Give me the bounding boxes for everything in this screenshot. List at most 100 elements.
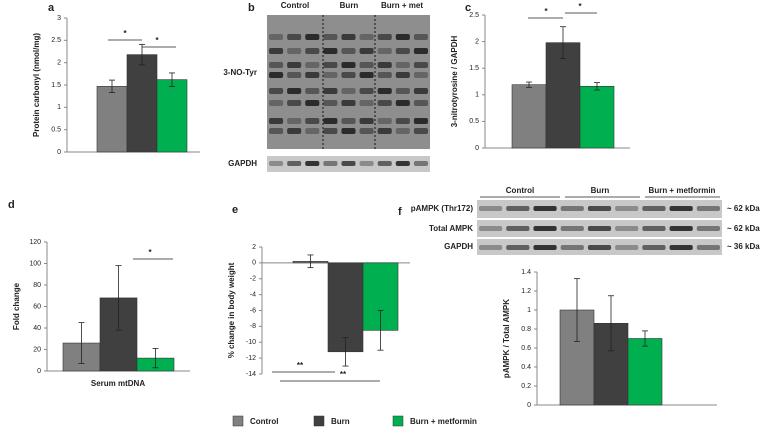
blot-band bbox=[560, 206, 584, 211]
y-tick-label: 0 bbox=[37, 368, 41, 375]
y-tick-label: -10 bbox=[246, 339, 256, 346]
blot-band bbox=[506, 206, 530, 211]
size-label: ~ 62 kDa bbox=[727, 204, 760, 213]
blot-band bbox=[560, 226, 584, 231]
blot-band bbox=[377, 48, 392, 54]
blot-band bbox=[587, 206, 612, 211]
blot-band bbox=[377, 62, 392, 68]
blot-band bbox=[305, 88, 320, 94]
y-axis-label: % change in body weight bbox=[227, 262, 236, 358]
size-label: ~ 36 kDa bbox=[727, 242, 760, 251]
blot-band bbox=[506, 226, 530, 231]
blot-band bbox=[377, 100, 392, 106]
panel-letter: b bbox=[248, 2, 255, 14]
significance-mark: * bbox=[123, 29, 127, 38]
blot-band bbox=[359, 161, 374, 166]
blot-band bbox=[533, 245, 557, 250]
blot-band bbox=[615, 245, 639, 250]
blot-band bbox=[323, 34, 338, 40]
blot-band bbox=[341, 161, 356, 166]
blot-band bbox=[305, 161, 320, 166]
lane-group: Control bbox=[506, 186, 534, 195]
blot-band bbox=[560, 245, 584, 250]
blot-band bbox=[669, 226, 693, 231]
blot-band bbox=[359, 72, 374, 78]
row-label: GAPDH bbox=[228, 159, 257, 168]
blot-band bbox=[341, 72, 356, 78]
y-tick-label: 20 bbox=[33, 346, 41, 353]
blot-band bbox=[413, 88, 428, 94]
blot-band bbox=[377, 128, 392, 134]
bar bbox=[579, 85, 615, 149]
blot-band bbox=[479, 245, 503, 250]
blot-band bbox=[615, 226, 639, 231]
blot-band bbox=[696, 206, 720, 211]
blot-band bbox=[269, 118, 284, 124]
lane-group: Burn bbox=[591, 186, 610, 195]
blot-band bbox=[287, 34, 302, 40]
blot-band bbox=[305, 62, 320, 68]
blot-band bbox=[587, 226, 612, 231]
y-tick-label: 0.8 bbox=[521, 326, 531, 333]
bar bbox=[545, 42, 581, 149]
y-tick-label: 0.6 bbox=[521, 345, 531, 352]
y-tick-label: 0.4 bbox=[521, 364, 531, 371]
blot-band bbox=[341, 62, 356, 68]
row-label: Total AMPK bbox=[429, 224, 473, 233]
blot-band bbox=[395, 62, 410, 68]
y-tick-label: 2.5 bbox=[51, 37, 61, 44]
y-tick-label: 3 bbox=[57, 15, 61, 22]
blot-band bbox=[287, 161, 302, 166]
y-tick-label: 40 bbox=[33, 325, 41, 332]
blot-band bbox=[305, 72, 320, 78]
y-tick-label: 0.5 bbox=[469, 118, 479, 125]
blot-band bbox=[413, 34, 428, 40]
bar bbox=[156, 79, 188, 153]
y-tick-label: 1.5 bbox=[469, 65, 479, 72]
row-label: pAMPK (Thr172) bbox=[411, 204, 474, 213]
blot-band bbox=[479, 226, 503, 231]
blot-band bbox=[269, 161, 284, 166]
y-tick-label: 0 bbox=[527, 402, 531, 409]
blot-band bbox=[377, 72, 392, 78]
y-tick-label: 1.5 bbox=[51, 82, 61, 89]
panel-letter: c bbox=[465, 2, 471, 14]
blot-band bbox=[359, 118, 374, 124]
significance-mark: * bbox=[155, 36, 159, 45]
y-tick-label: -6 bbox=[250, 307, 256, 314]
y-tick-label: 2 bbox=[252, 244, 256, 251]
legend-label: Control bbox=[250, 417, 278, 426]
blot-band bbox=[269, 128, 284, 134]
blot-band bbox=[413, 48, 428, 54]
blot-band bbox=[696, 226, 720, 231]
y-tick-label: -14 bbox=[246, 371, 256, 378]
blot-band bbox=[323, 88, 338, 94]
blot-band bbox=[413, 118, 428, 124]
panel-letter: a bbox=[48, 2, 55, 14]
bar bbox=[96, 86, 128, 153]
y-tick-label: 0 bbox=[252, 260, 256, 267]
blot-band bbox=[642, 245, 666, 250]
y-axis-label: pAMPK / Total AMPK bbox=[502, 299, 511, 378]
legend-swatch bbox=[392, 415, 404, 427]
legend-label: Burn + metformin bbox=[410, 417, 477, 426]
blot-band bbox=[377, 118, 392, 124]
lane-group: Burn + met bbox=[381, 1, 423, 10]
y-axis-label: Protein carbonyl (nmol/mg) bbox=[32, 33, 41, 137]
blot-band bbox=[287, 88, 302, 94]
y-tick-label: 0.5 bbox=[51, 127, 61, 134]
y-tick-label: 2 bbox=[475, 38, 479, 45]
blot-band bbox=[642, 206, 666, 211]
blot-band bbox=[305, 118, 320, 124]
blot-band bbox=[341, 128, 356, 134]
blot-band bbox=[359, 88, 374, 94]
blot-band bbox=[287, 72, 302, 78]
blot-band bbox=[395, 161, 410, 166]
legend-swatch bbox=[313, 415, 325, 427]
blot-band bbox=[533, 206, 557, 211]
bar bbox=[627, 338, 663, 406]
blot-band bbox=[269, 88, 284, 94]
y-tick-label: 1 bbox=[475, 92, 479, 99]
y-tick-label: 0 bbox=[57, 149, 61, 156]
